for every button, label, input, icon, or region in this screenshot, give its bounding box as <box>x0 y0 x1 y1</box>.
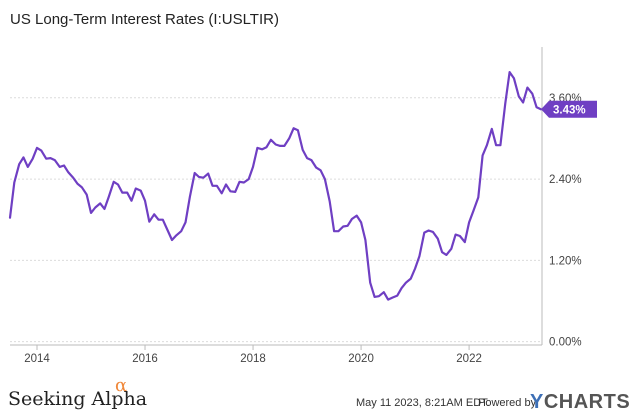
x-tick-label-1: 2016 <box>132 353 158 365</box>
y-tick-label-2: 2.40% <box>549 174 582 186</box>
y-tick-label-1: 1.20% <box>549 255 582 267</box>
last-value-badge: 3.43% <box>541 100 597 118</box>
seeking-alpha-logo: Seeking Alpha <box>8 388 148 410</box>
badge-shape <box>541 100 597 118</box>
grid-lines <box>10 97 542 343</box>
y-axis-labels: 0.00%1.20%2.40%3.60% <box>549 93 582 349</box>
x-tick-label-0: 2014 <box>24 353 50 365</box>
footer: Seeking Alpha α May 11 2023, 8:21AM EDT.… <box>0 375 635 417</box>
x-tick-label-4: 2022 <box>456 353 482 365</box>
x-axis: 2014 2016 2018 2020 2022 <box>10 47 543 365</box>
alpha-mark: α <box>115 375 128 396</box>
x-tick-label-3: 2020 <box>348 353 374 365</box>
series-line <box>8 71 542 301</box>
ycharts-logo: YCHARTS <box>530 391 630 414</box>
ycharts-text: CHARTS <box>543 391 631 413</box>
powered-by-label: Powered by <box>478 397 537 409</box>
x-tick-label-2: 2018 <box>240 353 266 365</box>
ycharts-y: Y <box>530 391 544 413</box>
y-tick-label-0: 0.00% <box>549 337 582 349</box>
timestamp: May 11 2023, 8:21AM EDT. <box>356 397 490 409</box>
chart-title: US Long-Term Interest Rates (I:USLTIR) <box>10 11 279 28</box>
badge-label: 3.43% <box>553 104 586 116</box>
